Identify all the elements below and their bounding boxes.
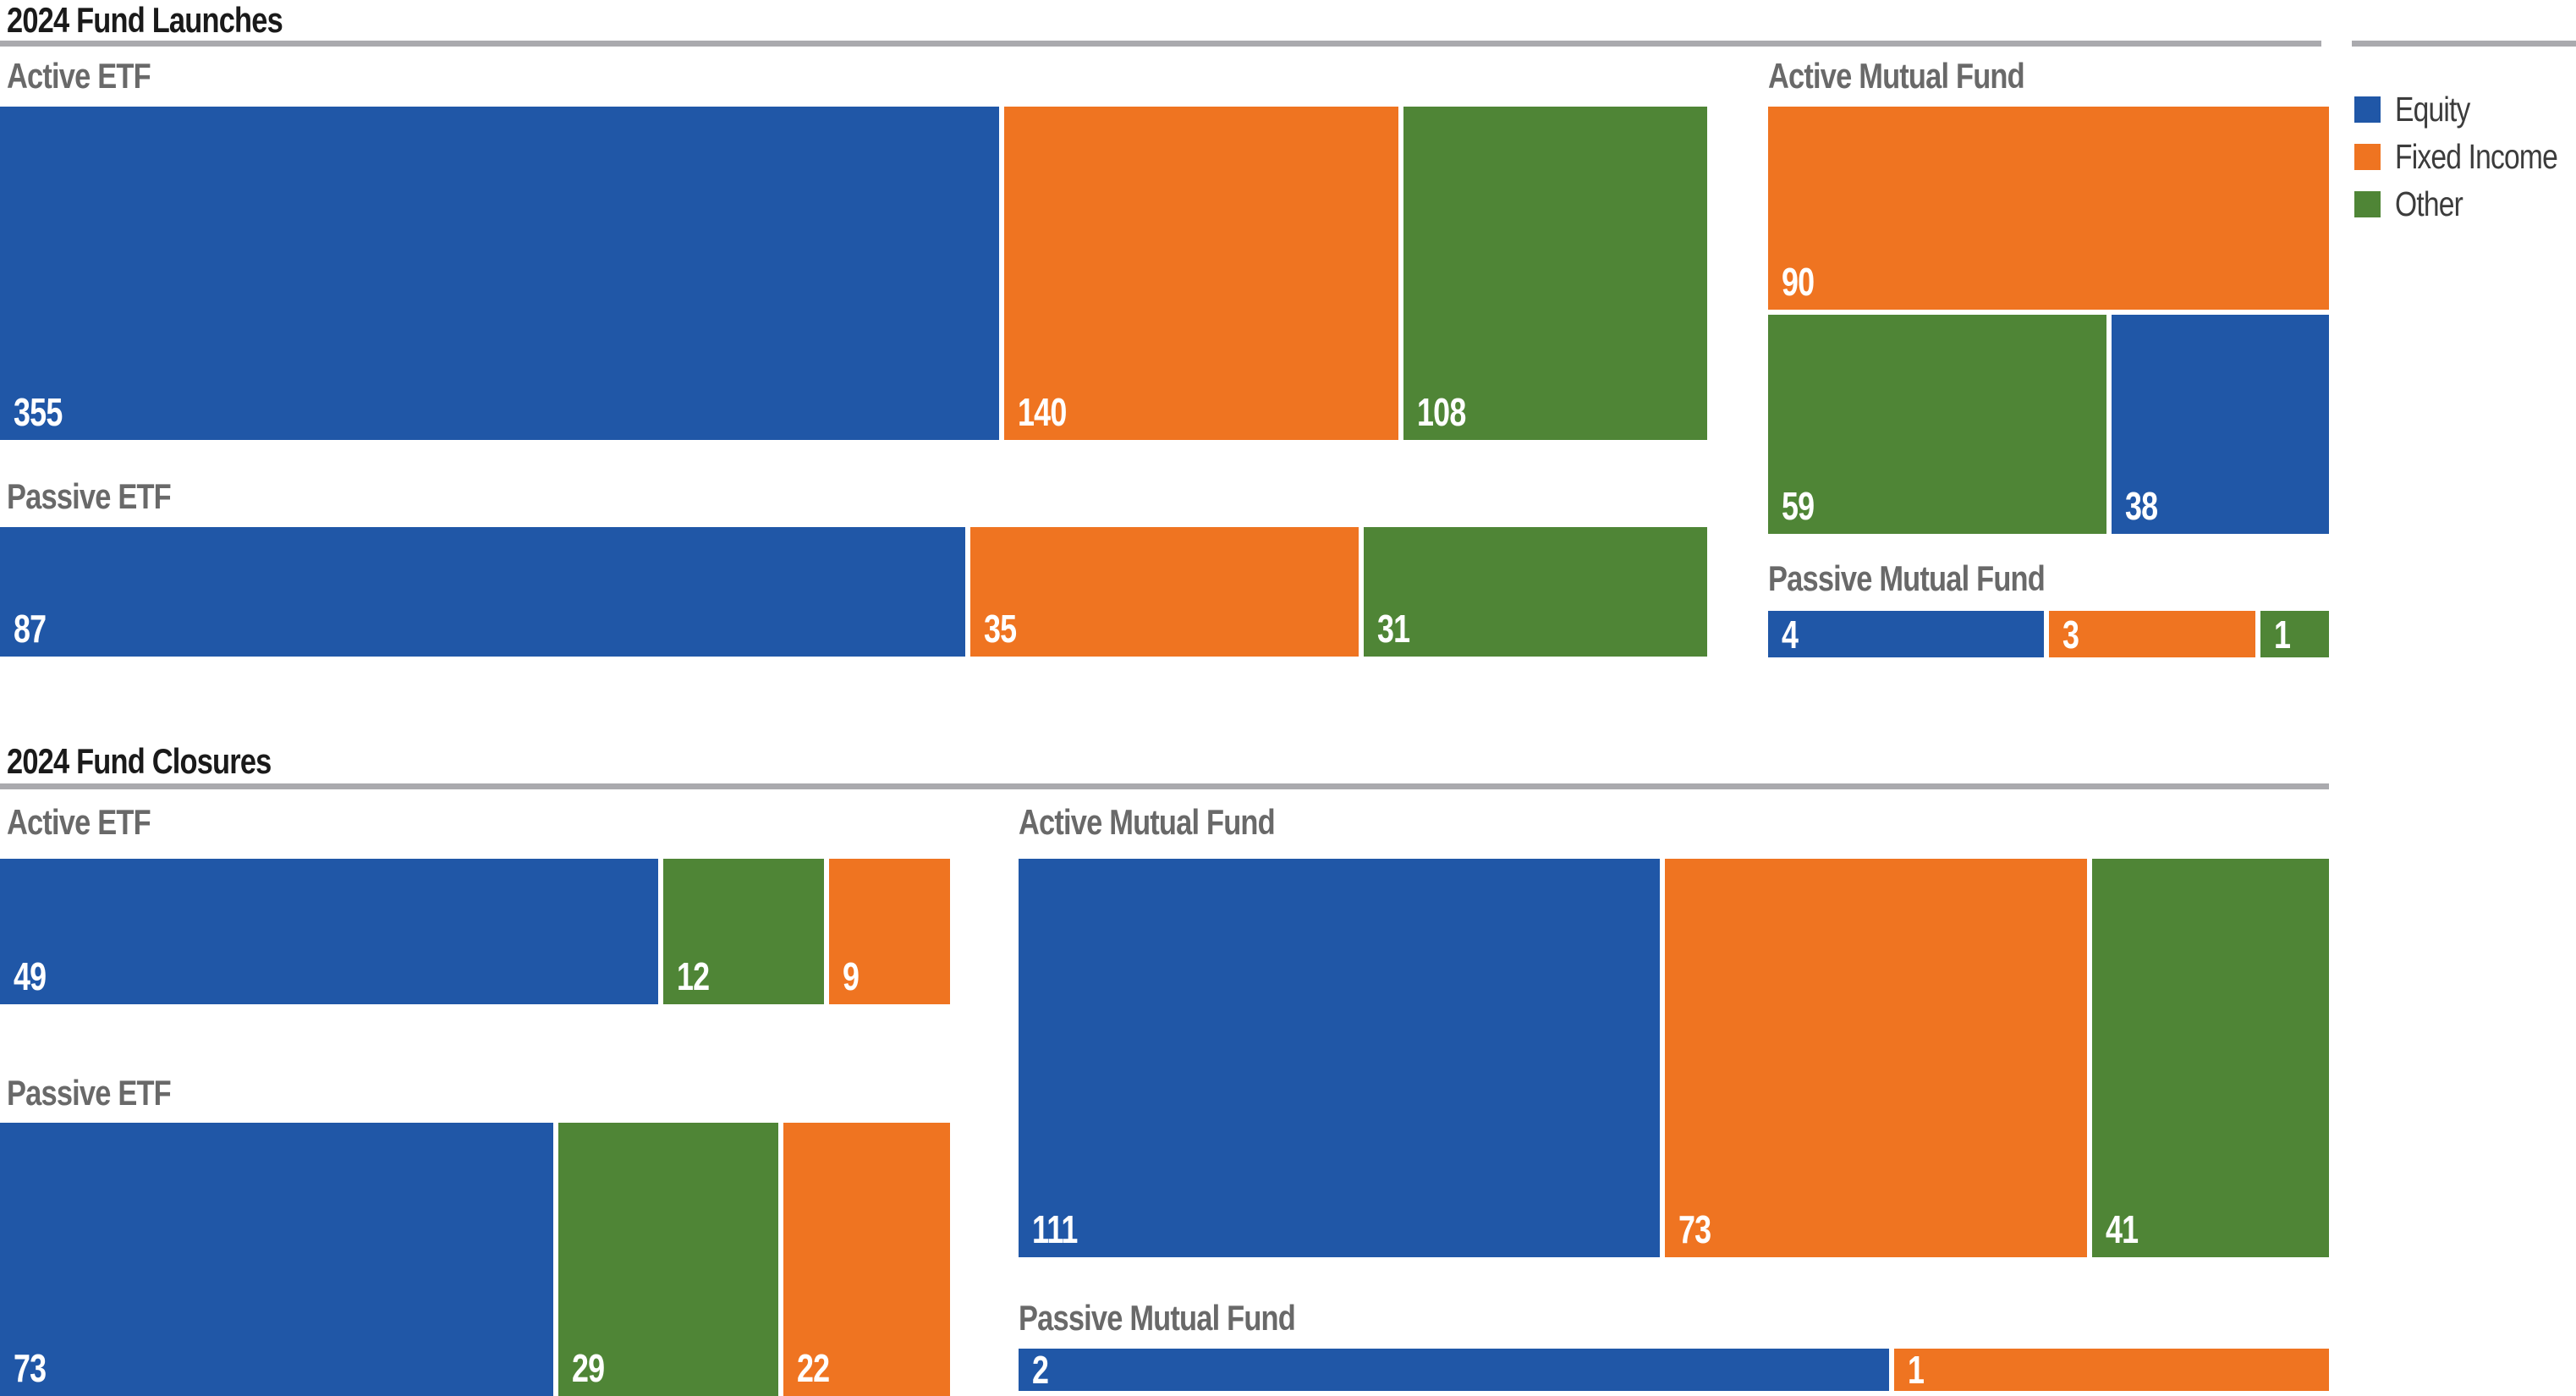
bar-segment-equity: 73 [0,1123,554,1396]
bar-segment-equity: 111 [1019,859,1661,1257]
bar-segment-other: 1 [2260,611,2329,657]
segment-value-label: 90 [1782,260,1815,304]
bar-segment-other: 12 [662,859,825,1004]
bar-segment-fixed-income: 1 [1893,1348,2329,1392]
segment-value-label: 355 [14,390,63,434]
bar-segment-equity: 2 [1019,1349,1889,1391]
panel-title-closures-active-mutual-fund: Active Mutual Fund [1019,802,1276,842]
segment-value-label: 22 [796,1346,830,1390]
bar-segment-fixed-income: 73 [1665,859,2087,1257]
legend-item-fixed-income: Fixed Income [2354,137,2576,176]
legend: Equity Fixed Income Other [2354,90,2576,234]
segment-value-label: 35 [983,607,1017,651]
bar-segment-other: 108 [1403,107,1707,440]
bar-segment-other: 31 [1363,527,1707,657]
bar-launches-passive-etf: 87 35 31 [0,527,1707,657]
bar-launches-active-etf: 355 140 108 [0,107,1707,440]
segment-value-label: 49 [14,954,47,998]
legend-item-equity: Equity [2354,90,2576,129]
bar-closures-active-etf: 49 12 9 [0,859,950,1004]
panel-title-launches-passive-etf: Passive ETF [7,476,172,516]
panel-title-launches-active-etf: Active ETF [7,56,151,96]
segment-value-label: 41 [2105,1207,2139,1251]
segment-value-label: 9 [843,954,860,998]
panel-title-closures-passive-mutual-fund: Passive Mutual Fund [1019,1298,1296,1338]
bar-segment-fixed-income: 140 [1003,107,1398,440]
bar-launches-passive-mutual-fund: 4 3 1 [1768,611,2329,657]
bar-segment-fixed-income: 9 [829,859,950,1004]
segment-value-label: 87 [14,607,47,651]
equity-swatch-icon [2354,96,2381,123]
panel-title-closures-passive-etf: Passive ETF [7,1073,172,1113]
segment-value-label: 73 [14,1346,47,1390]
segment-value-label: 111 [1032,1207,1078,1251]
segment-value-label: 4 [1782,612,1799,657]
panel-title-launches-active-mutual-fund: Active Mutual Fund [1768,56,2025,96]
bar-segment-fixed-income: 22 [783,1123,950,1396]
bar-segment-other: 29 [558,1123,778,1396]
bar-segment-equity: 355 [0,107,999,440]
segment-value-label: 2 [1032,1348,1049,1392]
segment-value-label: 73 [1678,1207,1711,1251]
segment-value-label: 59 [1782,484,1815,528]
bar-segment-fixed-income: 3 [2048,611,2255,657]
segment-value-label: 1 [2273,612,2291,657]
treemap-launches-active-mutual-fund: 90 59 38 [1768,107,2329,534]
segment-value-label: 3 [2062,612,2079,657]
legend-divider [2352,41,2576,47]
section-divider [0,41,2321,47]
bar-segment-fixed-income: 35 [969,527,1359,657]
segment-value-label: 108 [1416,390,1466,434]
section-divider [0,783,2329,789]
section-title-closures: 2024 Fund Closures [7,741,272,781]
panel-title-launches-passive-mutual-fund: Passive Mutual Fund [1768,558,2046,598]
bar-segment-other: 41 [2091,859,2329,1257]
segment-value-label: 29 [572,1346,605,1390]
other-swatch-icon [2354,190,2381,217]
bar-segment-equity: 87 [0,527,965,657]
section-title-launches: 2024 Fund Launches [7,0,283,40]
fixed-income-swatch-icon [2354,143,2381,170]
segment-value-label: 140 [1017,390,1067,434]
treemap-block-other: 59 [1768,315,2106,534]
treemap-block-equity: 38 [2112,315,2329,534]
segment-value-label: 1 [1907,1348,1925,1392]
bar-segment-equity: 4 [1768,611,2044,657]
segment-value-label: 31 [1376,607,1410,651]
legend-item-other: Other [2354,184,2576,223]
panel-title-closures-active-etf: Active ETF [7,802,151,842]
treemap-block-fixed-income: 90 [1768,107,2329,310]
segment-value-label: 12 [676,954,710,998]
segment-value-label: 38 [2125,484,2158,528]
bar-segment-equity: 49 [0,859,658,1004]
bar-closures-passive-etf: 73 29 22 [0,1123,950,1396]
bar-closures-active-mutual-fund: 111 73 41 [1019,859,2329,1257]
